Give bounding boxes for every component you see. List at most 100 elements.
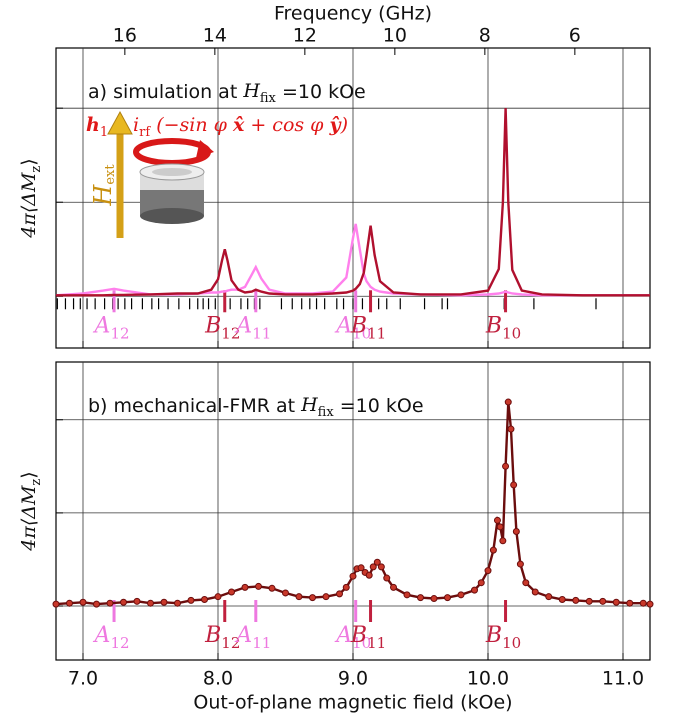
data-point	[214, 593, 222, 601]
panel: 7.0 8.0 9.0 10.0 11.0 Out-of-plane magnetic f…	[18, 361, 654, 714]
excitation-formula-part: 1	[100, 125, 108, 140]
mode-label: A10	[334, 313, 371, 342]
data-point	[646, 600, 654, 608]
data-point	[373, 558, 381, 566]
data-point	[336, 590, 343, 598]
mode-label: A12	[93, 313, 130, 342]
title-part: H	[300, 394, 318, 416]
inset-illustration	[107, 110, 214, 238]
mode-sub: 11	[252, 324, 271, 342]
field-label-part: H	[89, 184, 117, 207]
panel-title: a) simulation at Hfix =10 kOe	[88, 80, 366, 106]
mode-letter: B	[485, 313, 502, 338]
field-arrow-head	[107, 110, 133, 135]
excitation-formula-part: h	[86, 114, 100, 136]
data-point	[545, 593, 553, 601]
mode-label: A11	[234, 313, 271, 342]
data-point	[52, 600, 60, 608]
mode-label: B11	[350, 313, 386, 342]
y-axis-title-part: ⟩	[18, 158, 40, 165]
data-point	[201, 595, 208, 603]
y-axis-title-part: 4π⟨ΔM	[18, 485, 40, 552]
mode-sub: 11	[252, 634, 271, 652]
excitation-formula-part: (−sin φ	[150, 114, 233, 136]
panel-title: b) mechanical-FMR at Hfix =10 kOe	[88, 394, 424, 420]
mode-sub: 12	[110, 634, 129, 652]
excitation-formula-part: + cos φ	[244, 114, 329, 136]
x2-tick-label: 14	[203, 25, 227, 47]
data-point	[639, 599, 647, 607]
title-part: =10 kOe	[276, 81, 366, 103]
x2-tick-label: 16	[113, 25, 137, 47]
y-axis-title-part: z	[29, 166, 44, 173]
data-point	[626, 599, 634, 607]
mode-label: A11	[234, 623, 271, 652]
data-point	[403, 591, 411, 599]
data-point	[471, 586, 478, 594]
mode-letter: A	[234, 623, 252, 648]
y-axis-title-part: ⟩	[18, 471, 40, 478]
title-part: b) mechanical-FMR at	[88, 395, 301, 417]
data-point	[309, 594, 316, 602]
mode-sub: 10	[352, 324, 371, 342]
x-axis-title: Out-of-plane magnetic field (kOe)	[193, 692, 512, 714]
x2-tick-label: 10	[383, 25, 407, 47]
data-point	[430, 595, 438, 603]
mode-label: B11	[350, 623, 386, 652]
data-point	[93, 600, 100, 608]
data-point	[504, 398, 512, 406]
data-point	[342, 583, 350, 591]
excitation-formula-part: x̂	[232, 114, 245, 136]
cylinder-bottom	[140, 208, 204, 224]
mode-letter: A	[93, 313, 111, 338]
field-label: Hext	[89, 164, 118, 207]
mode-letter: A	[334, 623, 352, 648]
data-point	[147, 599, 154, 607]
data-point	[516, 560, 524, 568]
data-point	[484, 567, 492, 575]
panel: 16 14 12 10 8 6 Frequency (GHz) 4π⟨ΔMz⟩ a) simul…	[18, 3, 651, 349]
data-point	[106, 599, 114, 607]
data-point	[357, 564, 365, 572]
x2-tick-label: 8	[479, 25, 491, 47]
data-point	[369, 563, 377, 571]
mode-letter: A	[93, 623, 111, 648]
data-point	[160, 598, 168, 606]
mode-label: B12	[204, 623, 240, 652]
mode-letter: B	[485, 623, 502, 648]
mode-label: A10	[334, 623, 371, 652]
rf-arrow-head	[196, 140, 214, 158]
mode-sub: 10	[502, 634, 521, 652]
x2-tick-label: 12	[293, 25, 317, 47]
data-point	[444, 594, 451, 602]
title-part: a) simulation at	[88, 81, 243, 103]
data-point	[477, 579, 485, 587]
y-axis-title-part: 4π⟨ΔM	[18, 172, 40, 239]
title-part: fix	[260, 91, 277, 106]
excitation-formula-part: ŷ	[329, 114, 343, 136]
data-point	[502, 462, 510, 470]
data-point	[322, 593, 330, 601]
data-point	[66, 599, 73, 607]
data-point	[377, 563, 385, 571]
mode-sub: 11	[367, 634, 386, 652]
x-tick-label: 11.0	[602, 668, 644, 690]
cylinder-hole	[152, 168, 192, 176]
mode-sub: 10	[502, 324, 521, 342]
data-point	[187, 596, 195, 604]
y-axis-title: 4π⟨ΔMz⟩	[18, 158, 44, 238]
data-point	[510, 481, 518, 489]
y-axis-title-part: z	[29, 479, 44, 486]
mode-sub: 10	[352, 634, 371, 652]
data-point	[507, 425, 515, 433]
mode-sub: 11	[367, 324, 386, 342]
mode-label: B12	[204, 313, 240, 342]
data-point	[522, 579, 530, 587]
mode-letter: B	[350, 313, 367, 338]
data-point	[457, 591, 465, 599]
data-point	[599, 597, 607, 605]
data-point	[489, 546, 497, 554]
y-axis-title: 4π⟨ΔMz⟩	[18, 471, 44, 551]
data-point	[79, 598, 87, 606]
